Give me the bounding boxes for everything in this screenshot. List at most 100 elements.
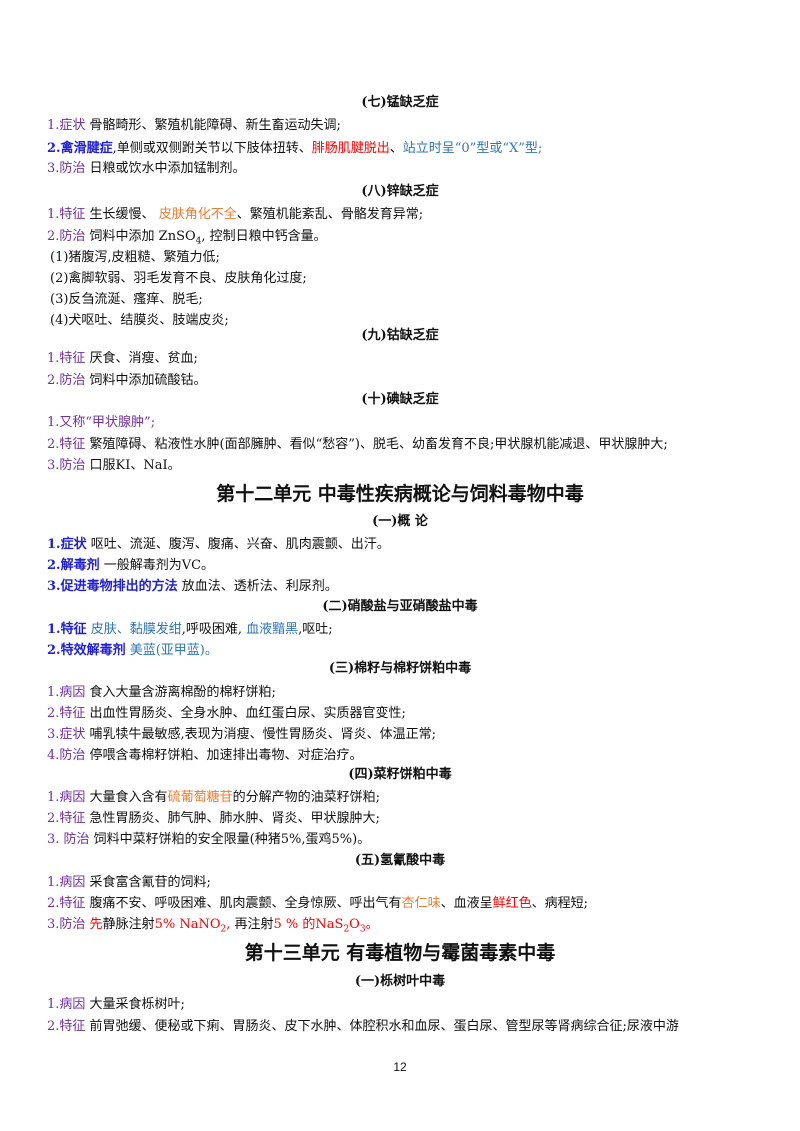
item-number: 2. xyxy=(47,706,60,721)
cottonseed-symptoms: 3.症状 哺乳犊牛最敏感,表现为消瘦、慢性胃肠炎、肾炎、体温正常; xyxy=(47,726,436,744)
zinc-treatment: 2.防治 饲料中添加 ZnSO4, 控制日粮中钙含量。 xyxy=(47,229,327,247)
nitrate-antidote: 2.特效解毒剂 美蓝(亚甲蓝)。 xyxy=(47,642,218,660)
nitrate-features: 1.特征 皮肤、黏膜发绀,呼吸困难, 血液黯黑,呕吐; xyxy=(47,621,333,639)
manganese-treatment: 3.防治 日粮或饮水中添加锰制剂。 xyxy=(47,160,246,178)
highlight-blue: 血液黯黑 xyxy=(246,622,299,637)
item-label: 特征 xyxy=(59,1019,86,1034)
item-text: 食入大量含游离棉酚的棉籽饼粕; xyxy=(85,685,276,700)
unit-13-title: 第十三单元 有毒植物与霉菌毒素中毒 xyxy=(244,942,556,964)
item-number: 3. xyxy=(47,727,60,742)
item-text: 控制日粮中钙含量。 xyxy=(205,229,327,244)
highlight-red: 5% NaNO xyxy=(154,917,221,932)
cottonseed-treatment: 4.防治 停喂含毒棉籽饼粕、加速排出毒物、对症治疗。 xyxy=(47,747,363,765)
highlight-red: 腓肠肌腱脱出 xyxy=(311,141,390,156)
item-label: 2.特效解毒剂 xyxy=(47,643,126,658)
cobalt-treatment: 2.防治 饲料中添加硫酸钴。 xyxy=(47,372,207,390)
item-label: 症状 xyxy=(59,118,86,133)
item-label: 特征 xyxy=(59,811,86,826)
overview-antidote: 2.解毒剂 一般解毒剂为VC。 xyxy=(47,557,214,575)
item-text: 、繁殖机能紊乱、骨骼发育异常; xyxy=(236,207,424,222)
item-number: 1. xyxy=(47,875,60,890)
section-heading-manganese: (七)锰缺乏症 xyxy=(361,95,439,110)
item-text: 放血法、透析法、利尿剂。 xyxy=(177,579,338,594)
item-text: ,单侧或双侧跗关节以下肢体扭转、 xyxy=(112,141,312,156)
item-label: 防治 xyxy=(59,917,86,932)
zinc-list-item: (4)犬呕吐、结膜炎、肢端皮炎; xyxy=(50,313,229,328)
item-label: 特征 xyxy=(59,351,86,366)
manganese-symptoms: 1.症状 骨骼畸形、繁殖机能障碍、新生畜运动失调; xyxy=(47,117,341,135)
highlight-orange: 杏仁味 xyxy=(401,896,441,911)
cyanide-features: 2.特征 腹痛不安、呼吸困难、肌肉震颤、全身惊厥、呼出气有杏仁味、血液呈鲜红色、… xyxy=(47,895,588,913)
oak-leaf-cause: 1.病因 大量采食栎树叶; xyxy=(47,996,185,1014)
item-text: 大量食入含有 xyxy=(85,790,168,805)
item-number: 1. xyxy=(47,415,60,430)
item-text: 腹痛不安、呼吸困难、肌肉震颤、全身惊厥、呼出气有 xyxy=(85,896,402,911)
item-text: 呕吐、流涎、腹泻、腹痛、兴奋、肌肉震颤、出汗。 xyxy=(86,537,390,552)
item-text: 饲料中添加硫酸钴。 xyxy=(85,373,207,388)
iodine-features: 2.特征 繁殖障碍、粘液性水肿(面部臃肿、看似“愁容”)、脱毛、幼畜发育不良;甲… xyxy=(47,436,668,454)
item-number: 1. xyxy=(47,351,60,366)
item-number: 2. xyxy=(47,811,60,826)
rapeseed-treatment: 3. 防治 饲料中菜籽饼粕的安全限量(种猪5%,蛋鸡5%)。 xyxy=(47,831,370,849)
highlight-red: 。 xyxy=(365,917,379,932)
item-text: 骨骼畸形、繁殖机能障碍、新生畜运动失调; xyxy=(85,118,341,133)
zinc-list-item: (1)猪腹泻,皮粗糙、繁殖力低; xyxy=(50,250,220,265)
highlight-blue: 美蓝(亚甲蓝)。 xyxy=(125,643,218,658)
item-text: 哺乳犊牛最敏感,表现为消瘦、慢性胃肠炎、肾炎、体温正常; xyxy=(85,727,437,742)
item-text: 厌食、消瘦、贫血; xyxy=(85,351,198,366)
item-label: 防治 xyxy=(59,458,86,473)
item-number: 3. xyxy=(47,917,60,932)
zinc-list-item: (2)禽脚软弱、羽毛发育不良、皮肤角化过度; xyxy=(50,271,307,286)
item-text: 又称“甲状腺肿”; xyxy=(59,415,156,430)
zinc-features: 1.特征 生长缓慢、 皮肤角化不全、繁殖机能紊乱、骨骼发育异常; xyxy=(47,206,423,224)
item-text: 日粮或饮水中添加锰制剂。 xyxy=(85,161,246,176)
item-text: 急性胃肠炎、肺气肿、肺水肿、肾炎、甲状腺肿大; xyxy=(85,811,380,826)
item-label: 1.特征 xyxy=(47,622,87,637)
section-heading-iodine: (十)碘缺乏症 xyxy=(361,392,439,407)
item-text: 繁殖障碍、粘液性水肿(面部臃肿、看似“愁容”)、脱毛、幼畜发育不良;甲状腺机能减… xyxy=(85,437,668,452)
item-number: 3. xyxy=(47,161,60,176)
item-text: 、 xyxy=(389,141,403,156)
item-label: 特征 xyxy=(59,706,86,721)
section-heading-rapeseed: (四)菜籽饼粕中毒 xyxy=(348,767,452,782)
item-text: 一般解毒剂为VC。 xyxy=(99,558,215,573)
rapeseed-features: 2.特征 急性胃肠炎、肺气肿、肺水肿、肾炎、甲状腺肿大; xyxy=(47,810,380,828)
item-text: 前胃弛缓、便秘或下痢、胃肠炎、皮下水肿、体腔积水和血尿、蛋白尿、管型尿等肾病综合… xyxy=(85,1019,679,1034)
item-text: 大量采食栎树叶; xyxy=(85,997,185,1012)
item-text: 口服KI、NaI。 xyxy=(85,458,181,473)
item-label: 2.禽滑腱症 xyxy=(47,141,113,156)
highlight-blue: 皮肤、黏膜发绀 xyxy=(86,622,182,637)
item-number: 1. xyxy=(47,207,60,222)
item-label: 防治 xyxy=(59,832,90,847)
section-heading-cobalt: (九)钴缺乏症 xyxy=(361,328,439,343)
zinc-list-item: (3)反刍流涎、瘙痒、脱毛; xyxy=(50,292,203,307)
item-label: 特征 xyxy=(59,437,86,452)
item-label: 特征 xyxy=(59,207,86,222)
rapeseed-cause: 1.病因 大量食入含有硫葡萄糖苷的分解产物的油菜籽饼粕; xyxy=(47,789,380,807)
overview-symptoms: 1.症状 呕吐、流涎、腹泻、腹痛、兴奋、肌肉震颤、出汗。 xyxy=(47,536,390,554)
highlight-blue: 站立时呈“0”型或“X”型; xyxy=(402,141,543,156)
item-text: 再注射 xyxy=(234,917,274,932)
unit-12-title: 第十二单元 中毒性疾病概论与饲料毒物中毒 xyxy=(216,483,584,505)
item-text: 出血性胃肠炎、全身水肿、血红蛋白尿、实质器官变性; xyxy=(85,706,406,721)
section-heading-nitrate: (二)硝酸盐与亚硝酸盐中毒 xyxy=(322,599,478,614)
item-number: 3. xyxy=(47,832,60,847)
cyanide-cause: 1.病因 采食富含氰苷的饲料; xyxy=(47,874,211,892)
item-number: 2. xyxy=(47,229,60,244)
item-number: 1. xyxy=(47,790,60,805)
highlight-red: , xyxy=(226,917,235,932)
item-number: 2. xyxy=(47,437,60,452)
section-heading-overview: (一)概 论 xyxy=(372,514,428,529)
item-text: 饲料中添加 ZnSO xyxy=(85,229,196,244)
item-number: 4. xyxy=(47,748,60,763)
highlight-red: 先 xyxy=(85,917,103,932)
item-label: 防治 xyxy=(59,161,86,176)
item-label: 症状 xyxy=(59,727,86,742)
manganese-perosis: 2.禽滑腱症,单侧或双侧跗关节以下肢体扭转、腓肠肌腱脱出、站立时呈“0”型或“X… xyxy=(47,140,542,158)
section-heading-cyanide: (五)氢氰酸中毒 xyxy=(354,853,446,868)
item-number: 2. xyxy=(47,373,60,388)
item-number: 1. xyxy=(47,118,60,133)
item-label: 2.解毒剂 xyxy=(47,558,100,573)
item-number: 3. xyxy=(47,458,60,473)
item-label: 病因 xyxy=(59,685,86,700)
